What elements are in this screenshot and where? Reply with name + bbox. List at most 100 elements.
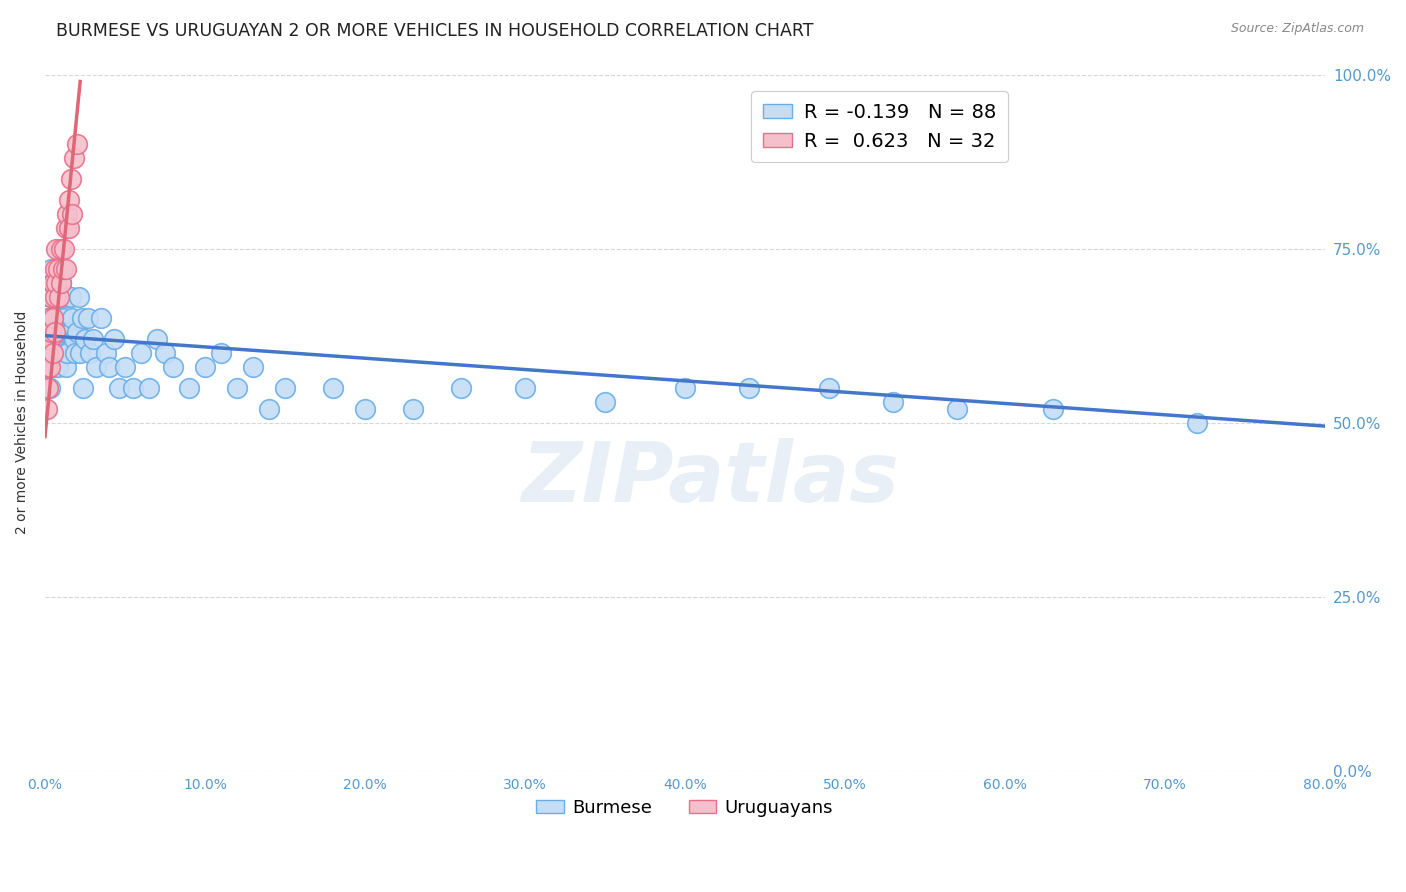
Point [35,359,58,374]
Point [60,311,83,326]
Point [65,346,87,360]
Point [38,381,60,395]
Point [49,277,72,291]
Point [82,332,104,346]
Point [79,346,101,360]
Point [52,290,75,304]
Point [738,381,761,395]
Point [58,193,80,207]
Point [817,381,839,395]
Point [49,277,72,291]
Point [37,311,59,326]
Point [103,332,125,346]
Point [66,137,89,152]
Point [46,325,69,339]
Point [49,332,72,346]
Point [58,290,80,304]
Point [46,359,69,374]
Point [42,346,65,360]
Point [42,311,65,326]
Legend: Burmese, Uruguayans: Burmese, Uruguayans [529,792,841,824]
Point [48,346,70,360]
Point [45,346,67,360]
Point [122,381,145,395]
Point [94,346,117,360]
Point [41,311,63,326]
Point [41,325,63,339]
Point [45,242,67,256]
Point [37,381,59,395]
Point [44,311,66,326]
Point [72,381,94,395]
Point [257,401,280,416]
Point [1185,416,1208,430]
Point [42,277,65,291]
Point [42,277,65,291]
Point [90,311,112,326]
Point [45,277,67,291]
Point [56,207,79,221]
Point [162,359,184,374]
Point [55,220,77,235]
Point [69,346,91,360]
Point [146,332,169,346]
Point [66,325,89,339]
Point [58,220,80,235]
Point [59,290,82,304]
Point [37,381,59,395]
Point [274,381,297,395]
Point [70,311,93,326]
Point [138,381,160,395]
Point [44,290,66,304]
Point [59,325,82,339]
Point [35,332,58,346]
Point [38,290,60,304]
Point [209,346,232,360]
Point [513,381,536,395]
Point [44,262,66,277]
Point [53,346,76,360]
Point [44,290,66,304]
Point [354,401,377,416]
Point [73,332,96,346]
Point [48,311,70,326]
Point [41,262,63,277]
Point [42,311,65,326]
Point [58,325,80,339]
Point [322,381,344,395]
Point [38,359,60,374]
Point [62,151,84,165]
Point [49,311,72,326]
Point [56,346,79,360]
Point [53,311,76,326]
Point [945,401,967,416]
Point [53,242,76,256]
Point [45,277,67,291]
Point [226,381,249,395]
Point [62,332,84,346]
Point [46,290,69,304]
Point [55,325,77,339]
Point [52,262,75,277]
Point [44,359,66,374]
Point [450,381,472,395]
Point [60,207,83,221]
Point [37,346,59,360]
Point [44,325,66,339]
Point [673,381,696,395]
Point [52,325,75,339]
Point [402,401,425,416]
Text: BURMESE VS URUGUAYAN 2 OR MORE VEHICLES IN HOUSEHOLD CORRELATION CHART: BURMESE VS URUGUAYAN 2 OR MORE VEHICLES … [56,22,814,40]
Point [38,311,60,326]
Point [38,359,60,374]
Point [194,359,217,374]
Point [882,394,904,409]
Point [38,332,60,346]
Point [77,311,100,326]
Point [46,262,69,277]
Point [593,394,616,409]
Text: Source: ZipAtlas.com: Source: ZipAtlas.com [1230,22,1364,36]
Point [41,346,63,360]
Point [42,332,65,346]
Point [107,381,129,395]
